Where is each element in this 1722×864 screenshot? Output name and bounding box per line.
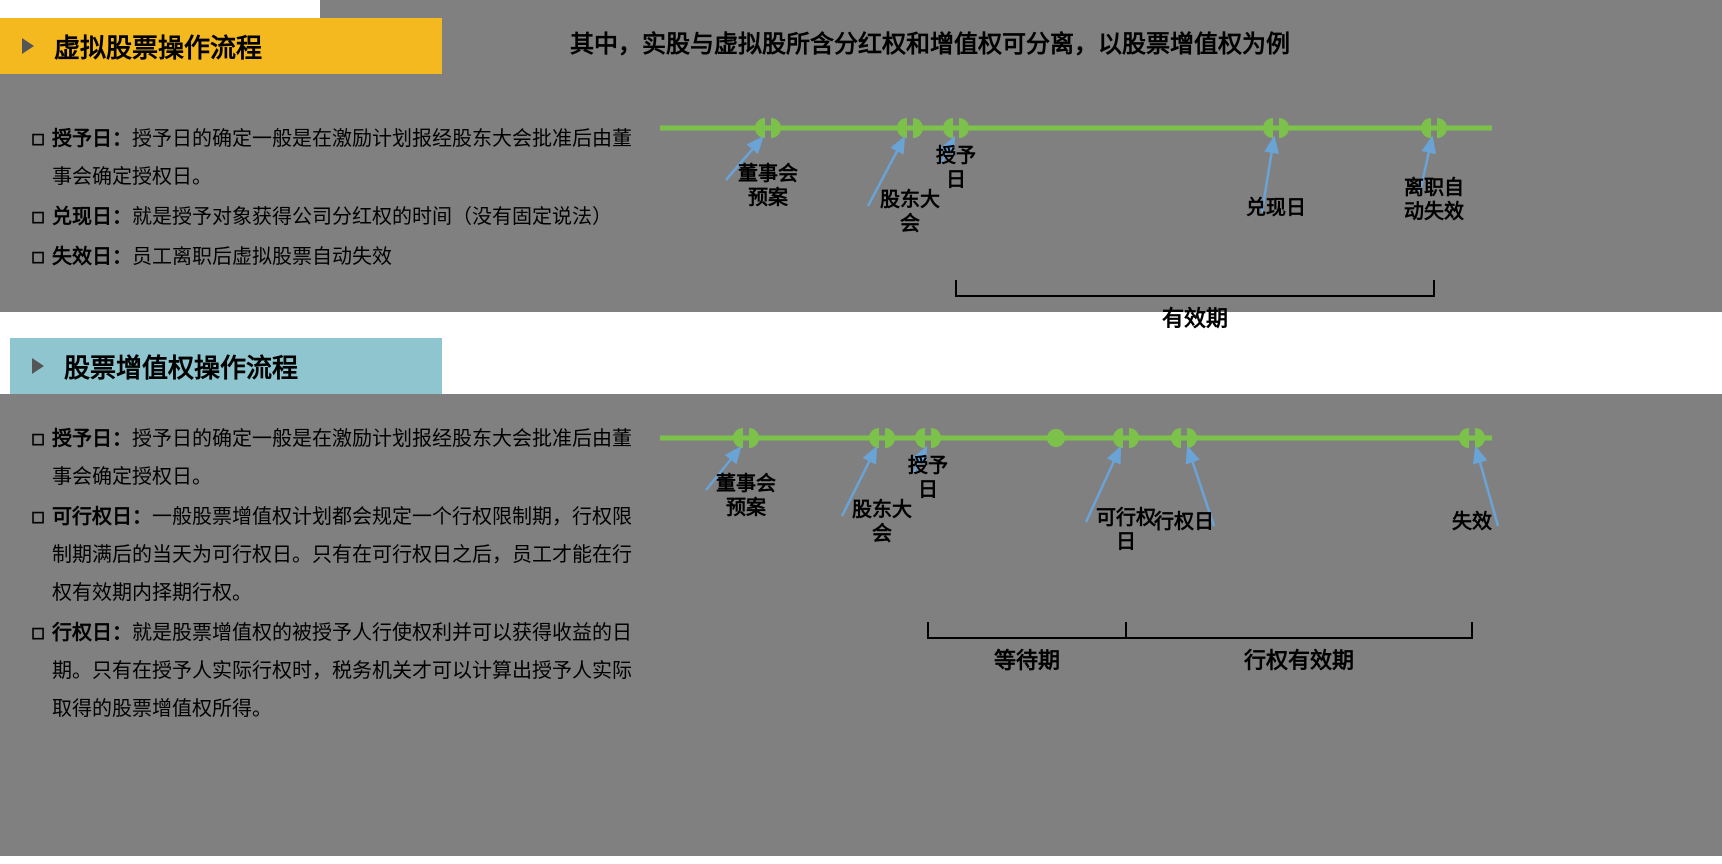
- svg-text:股东大: 股东大: [880, 187, 940, 211]
- bullet-text: 授予日的确定一般是在激励计划报经股东大会批准后由董事会确定授权日。: [52, 428, 632, 488]
- bullet-term: 授予日：: [52, 128, 132, 150]
- section2-title: 股票增值权操作流程: [64, 348, 298, 385]
- svg-text:兑现日: 兑现日: [1246, 195, 1306, 219]
- bullet-body: 授予日：授予日的确定一般是在激励计划报经股东大会批准后由董事会确定授权日。: [52, 120, 636, 196]
- svg-text:可行权: 可行权: [1096, 505, 1157, 529]
- bullet-body: 授予日：授予日的确定一般是在激励计划报经股东大会批准后由董事会确定授权日。: [52, 420, 636, 496]
- svg-text:预案: 预案: [748, 185, 789, 209]
- svg-text:行权日: 行权日: [1153, 509, 1214, 533]
- bullet-term: 失效日：: [52, 246, 132, 268]
- svg-text:行权有效期: 行权有效期: [1243, 648, 1354, 673]
- slide-root: 其中，实股与虚拟股所含分红权和增值权可分离，以股票增值权为例 虚拟股票操作流程 …: [0, 0, 1722, 864]
- svg-text:离职自: 离职自: [1404, 175, 1464, 199]
- svg-text:日: 日: [1116, 531, 1136, 553]
- bullet-text: 就是授予对象获得公司分红权的时间（没有固定说法）: [132, 206, 612, 228]
- chevron-icon: [22, 38, 34, 54]
- section1-timeline: 董事会预案 股东大会 授予日兑现日 离职自动失效有效期: [660, 110, 1520, 340]
- svg-text:日: 日: [918, 479, 938, 501]
- bullet-square-icon: ◻: [24, 238, 52, 276]
- bullet-body: 可行权日：一般股票增值权计划都会规定一个行权限制期，行权限制期满后的当天为可行权…: [52, 498, 636, 612]
- chevron-icon: [32, 358, 44, 374]
- section1-bullets: ◻授予日：授予日的确定一般是在激励计划报经股东大会批准后由董事会确定授权日。◻兑…: [24, 120, 636, 278]
- bullet-body: 兑现日：就是授予对象获得公司分红权的时间（没有固定说法）: [52, 198, 636, 236]
- bullet-item: ◻失效日：员工离职后虚拟股票自动失效: [24, 238, 636, 276]
- bullet-text: 授予日的确定一般是在激励计划报经股东大会批准后由董事会确定授权日。: [52, 128, 632, 188]
- section1-title: 虚拟股票操作流程: [54, 28, 262, 65]
- bullet-square-icon: ◻: [24, 120, 52, 196]
- bullet-term: 兑现日：: [52, 206, 132, 228]
- svg-text:董事会: 董事会: [716, 471, 776, 495]
- bullet-term: 可行权日：: [52, 506, 152, 528]
- svg-text:等待期: 等待期: [994, 648, 1060, 673]
- svg-text:预案: 预案: [726, 495, 767, 519]
- svg-text:授予: 授予: [908, 454, 948, 477]
- section2-timeline: 董事会预案股东大会授予日可行权日行权日失效等待期行权有效期: [660, 420, 1520, 710]
- bullet-text: 员工离职后虚拟股票自动失效: [132, 246, 392, 268]
- bullet-square-icon: ◻: [24, 614, 52, 728]
- bullet-body: 行权日：就是股票增值权的被授予人行使权利并可以获得收益的日期。只有在授予人实际行…: [52, 614, 636, 728]
- bullet-item: ◻兑现日：就是授予对象获得公司分红权的时间（没有固定说法）: [24, 198, 636, 236]
- svg-text:会: 会: [900, 211, 920, 235]
- bullet-text: 就是股票增值权的被授予人行使权利并可以获得收益的日期。只有在授予人实际行权时，税…: [52, 622, 632, 720]
- bullet-body: 失效日：员工离职后虚拟股票自动失效: [52, 238, 636, 276]
- bullet-item: ◻可行权日：一般股票增值权计划都会规定一个行权限制期，行权限制期满后的当天为可行…: [24, 498, 636, 612]
- svg-text:动失效: 动失效: [1404, 199, 1464, 223]
- intro-text: 其中，实股与虚拟股所含分红权和增值权可分离，以股票增值权为例: [570, 24, 1290, 59]
- bullet-term: 授予日：: [52, 428, 132, 450]
- svg-text:股东大: 股东大: [852, 497, 912, 521]
- bullet-square-icon: ◻: [24, 498, 52, 612]
- bullet-item: ◻授予日：授予日的确定一般是在激励计划报经股东大会批准后由董事会确定授权日。: [24, 420, 636, 496]
- svg-text:授予: 授予: [936, 144, 976, 167]
- bullet-item: ◻行权日：就是股票增值权的被授予人行使权利并可以获得收益的日期。只有在授予人实际…: [24, 614, 636, 728]
- svg-text:董事会: 董事会: [738, 161, 798, 185]
- section2-bullets: ◻授予日：授予日的确定一般是在激励计划报经股东大会批准后由董事会确定授权日。◻可…: [24, 420, 636, 730]
- section1-header: 虚拟股票操作流程: [0, 18, 442, 74]
- svg-text:有效期: 有效期: [1162, 306, 1228, 331]
- bullet-item: ◻授予日：授予日的确定一般是在激励计划报经股东大会批准后由董事会确定授权日。: [24, 120, 636, 196]
- section2-header: 股票增值权操作流程: [10, 338, 442, 394]
- svg-text:失效: 失效: [1452, 509, 1492, 533]
- bullet-square-icon: ◻: [24, 420, 52, 496]
- bullet-square-icon: ◻: [24, 198, 52, 236]
- svg-text:会: 会: [872, 521, 892, 545]
- bullet-term: 行权日：: [52, 622, 132, 644]
- svg-text:日: 日: [946, 169, 966, 191]
